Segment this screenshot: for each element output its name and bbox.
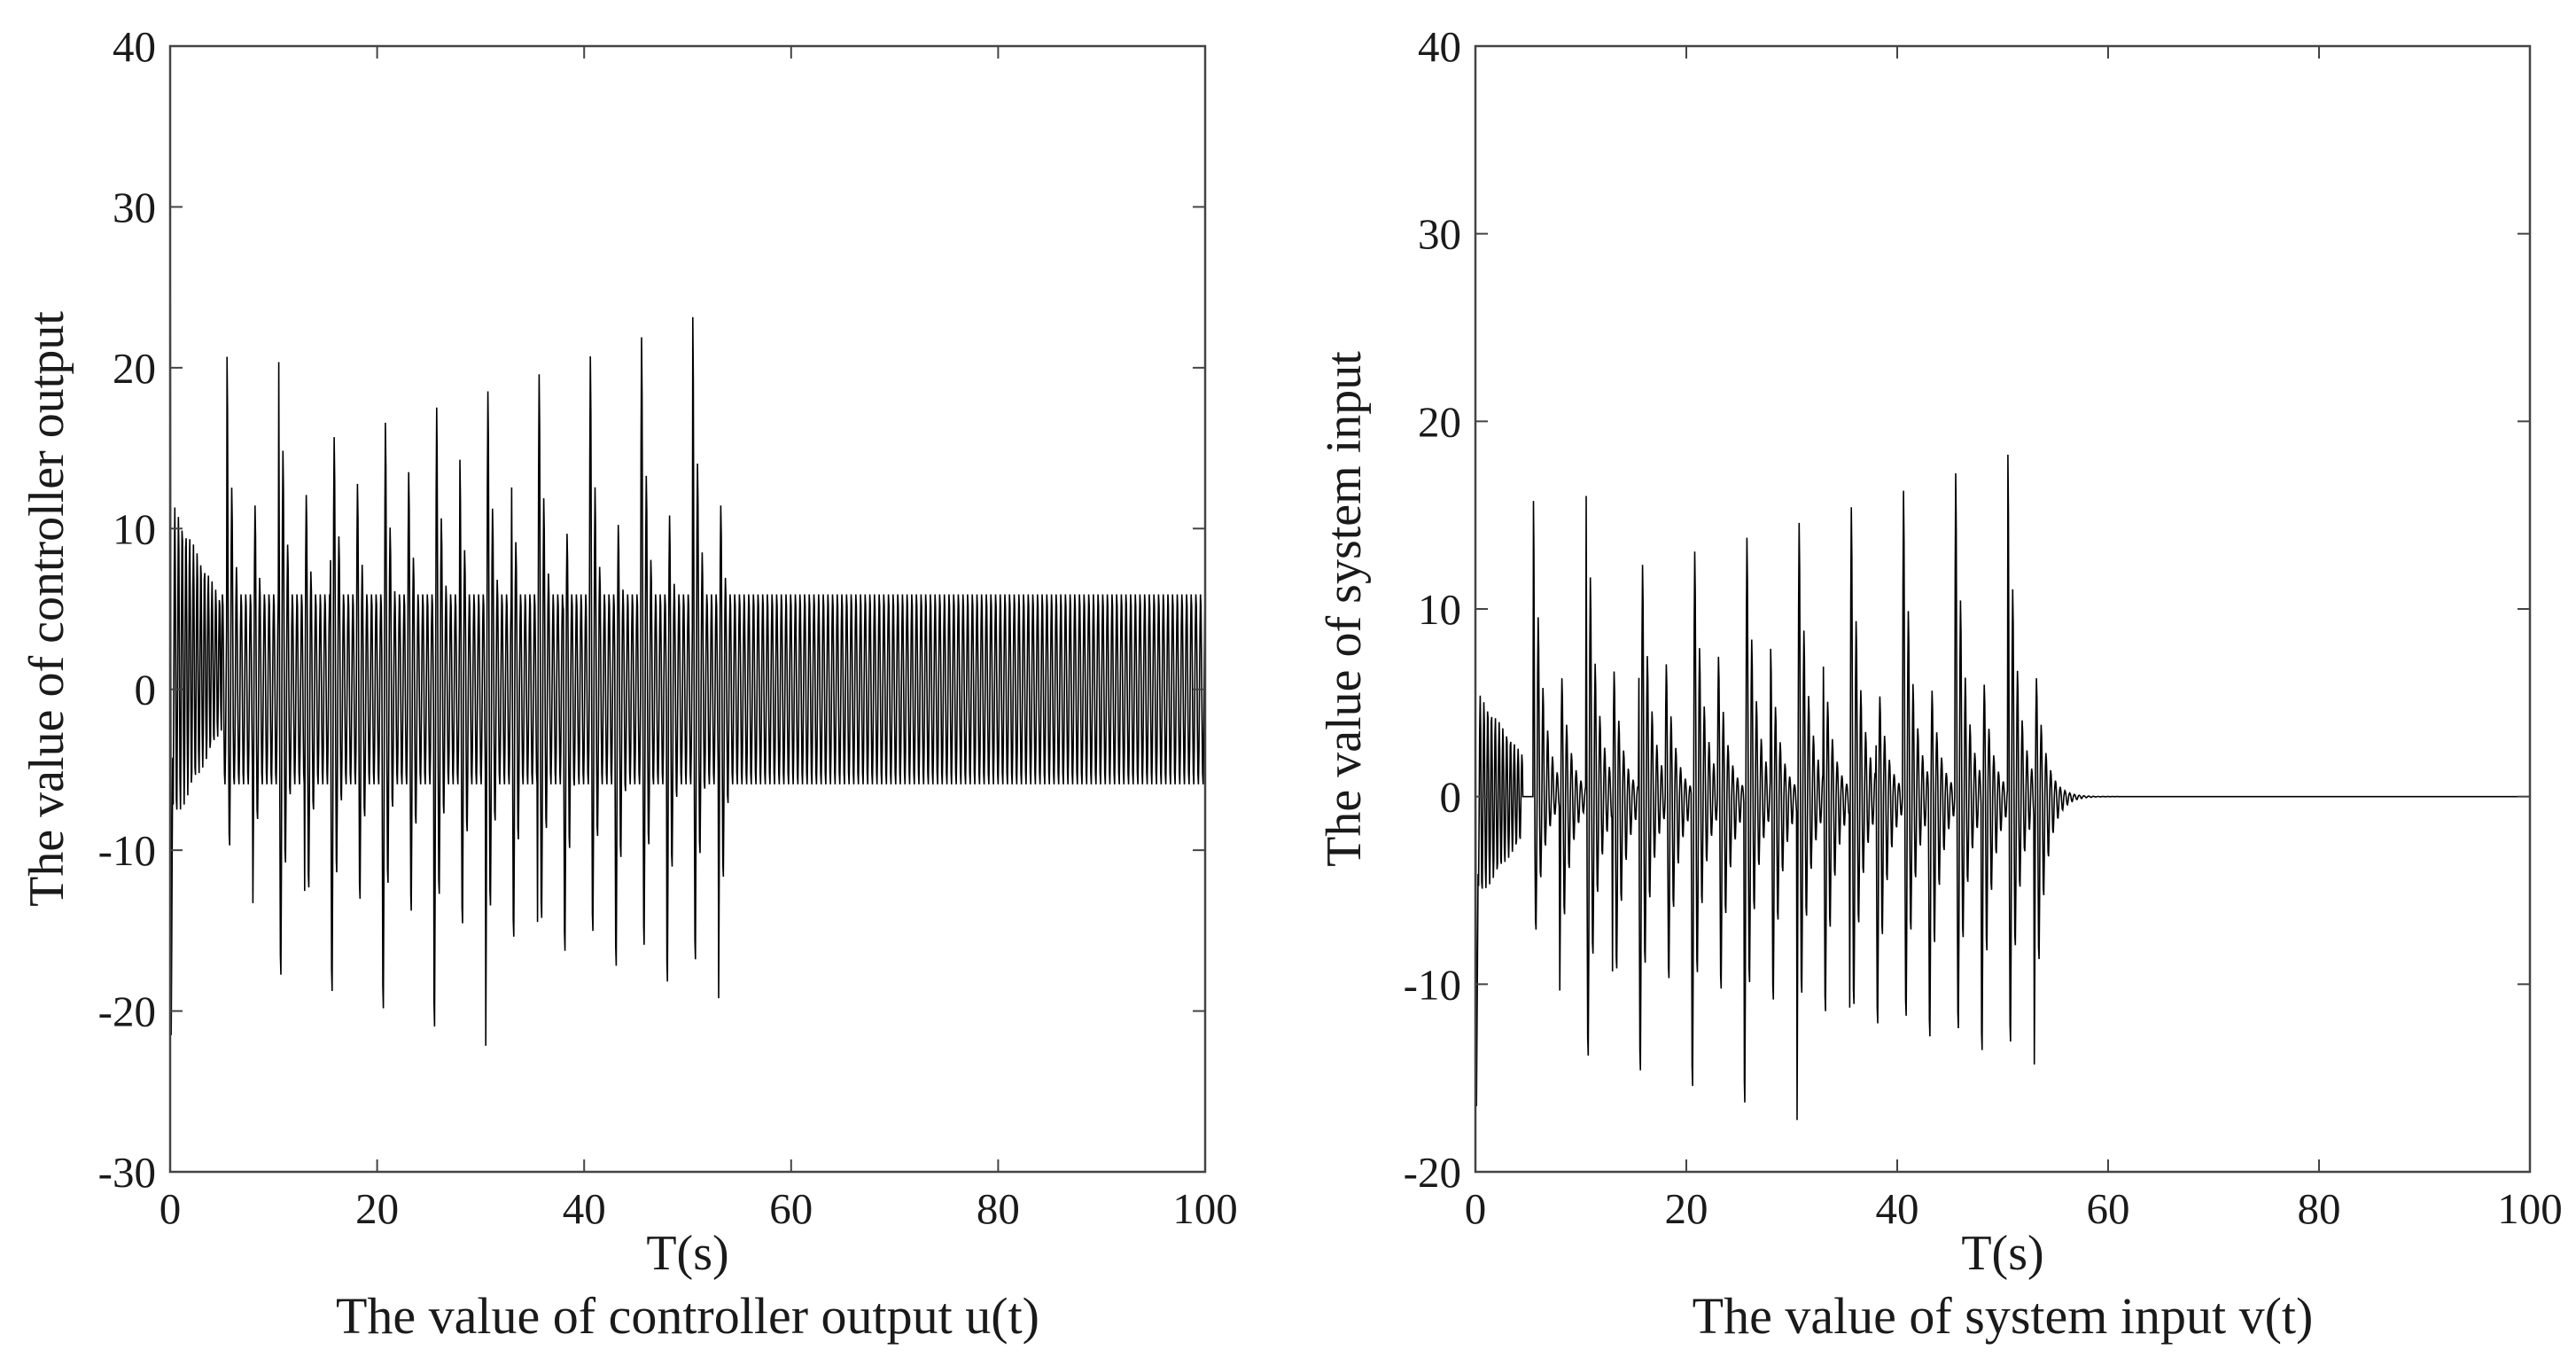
u-x-tick-labels: 0 20 40 60 80 100	[160, 1184, 1238, 1233]
u-y-tick-label-1: -20	[98, 987, 156, 1036]
u-x-axis-label: T(s)	[646, 1226, 728, 1281]
v-y-tick-label-2: 0	[1440, 773, 1462, 822]
u-axis-ticks	[169, 45, 1206, 1173]
u-y-tick-label-5: 20	[113, 344, 156, 393]
chart-system-input: 0 20 40 60 80 100 -20 -10 0 10 20 30 40 T(s) The va…	[1317, 22, 2563, 1345]
v-y-tick-labels: -20 -10 0 10 20 30 40	[1404, 22, 1461, 1197]
v-y-tick-label-5: 30	[1418, 210, 1461, 259]
v-x-tick-labels: 0 20 40 60 80 100	[1465, 1184, 2563, 1233]
u-x-tick-label-0: 0	[160, 1184, 182, 1233]
u-x-tick-label-2: 40	[563, 1184, 606, 1233]
v-y-tick-label-3: 10	[1418, 585, 1461, 634]
v-chart-caption: The value of system input v(t)	[1693, 1287, 2314, 1345]
v-y-tick-label-0: -20	[1404, 1148, 1461, 1197]
u-y-tick-label-0: -30	[98, 1148, 156, 1197]
u-y-tick-label-3: 0	[135, 666, 157, 714]
v-axis-ticks	[1475, 45, 2531, 1173]
v-x-tick-label-4: 80	[2298, 1184, 2341, 1233]
u-x-tick-label-1: 20	[355, 1184, 399, 1233]
v-x-tick-label-1: 20	[1665, 1184, 1708, 1233]
u-y-tick-label-4: 10	[113, 504, 156, 553]
u-x-tick-label-5: 100	[1172, 1184, 1238, 1233]
v-x-tick-label-0: 0	[1465, 1184, 1487, 1233]
v-y-tick-label-6: 40	[1418, 22, 1461, 71]
v-series-line	[1475, 454, 2530, 1120]
v-series-path-0	[1475, 454, 2530, 1120]
v-x-axis-label: T(s)	[1961, 1226, 2043, 1281]
u-plot-frame	[168, 44, 1207, 1174]
u-y-axis-label: The value of controller output	[19, 311, 74, 907]
u-series-line	[169, 126, 1206, 1046]
u-x-tick-label-3: 60	[769, 1184, 813, 1233]
v-y-tick-label-4: 20	[1418, 397, 1461, 446]
u-chart-caption: The value of controller output u(t)	[336, 1287, 1039, 1345]
u-y-tick-label-6: 30	[113, 183, 156, 231]
u-y-tick-label-2: -10	[98, 826, 156, 875]
chart-controller-output: 0 20 40 60 80 100 -30 -20 -10 0 10 20 30 40 T(s) The…	[19, 22, 1238, 1345]
v-x-tick-label-5: 100	[2497, 1184, 2563, 1233]
v-y-tick-label-1: -10	[1404, 960, 1461, 1009]
v-x-tick-label-3: 60	[2087, 1184, 2130, 1233]
u-y-tick-labels: -30 -20 -10 0 10 20 30 40	[98, 22, 156, 1197]
u-y-tick-label-7: 40	[113, 22, 156, 71]
v-y-axis-label: The value of system input	[1317, 351, 1372, 867]
u-x-tick-label-4: 80	[977, 1184, 1020, 1233]
v-x-tick-label-2: 40	[1876, 1184, 1919, 1233]
u-series-path-0	[169, 126, 1206, 1046]
